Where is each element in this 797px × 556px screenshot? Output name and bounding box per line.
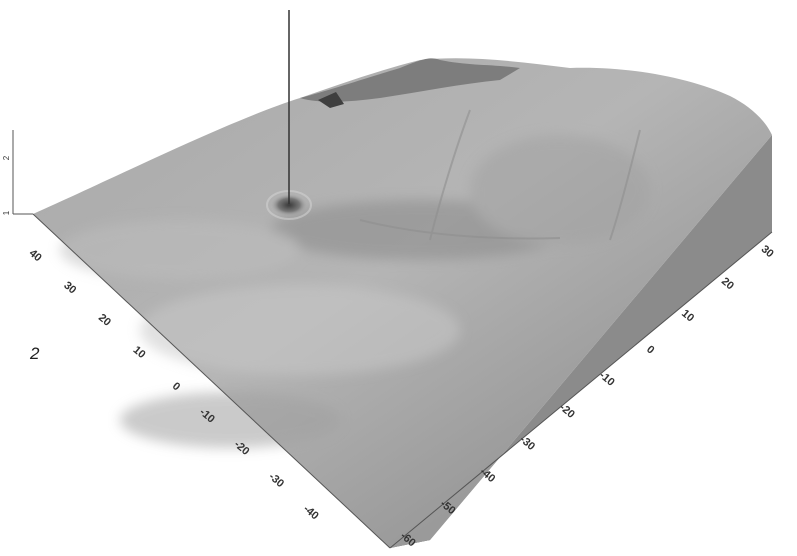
left-axis-tick-label: -40 <box>301 503 321 522</box>
right-axis-line <box>389 231 773 549</box>
left-axis-tick-label: 30 <box>61 279 78 296</box>
right-axis-tick-label: 30 <box>759 243 776 260</box>
surface-lineations <box>359 109 641 241</box>
left-axis-tick-label: 20 <box>96 312 113 329</box>
left-axis-tick-label: 40 <box>27 247 44 264</box>
far-ridge <box>300 58 520 102</box>
right-axis-tick-label: 20 <box>719 275 736 292</box>
crater <box>271 194 307 216</box>
z-axis-tick-label: 2 <box>2 155 11 160</box>
terrain-shading <box>60 135 650 448</box>
ridge-shadow <box>318 92 344 108</box>
left-axis-tick-label: 0 <box>170 380 182 393</box>
right-axis-tick-label: 10 <box>679 307 696 324</box>
panel-label: 2 <box>30 344 40 363</box>
left-axis-line <box>32 213 391 549</box>
right-axis-tick-label: 0 <box>644 344 656 357</box>
z-axis-tick-label: 1 <box>2 210 11 215</box>
z-axis-ticks: 12 <box>2 155 11 215</box>
left-axis-tick-label: -30 <box>266 471 286 490</box>
left-axis-tick-label: 10 <box>131 344 148 361</box>
